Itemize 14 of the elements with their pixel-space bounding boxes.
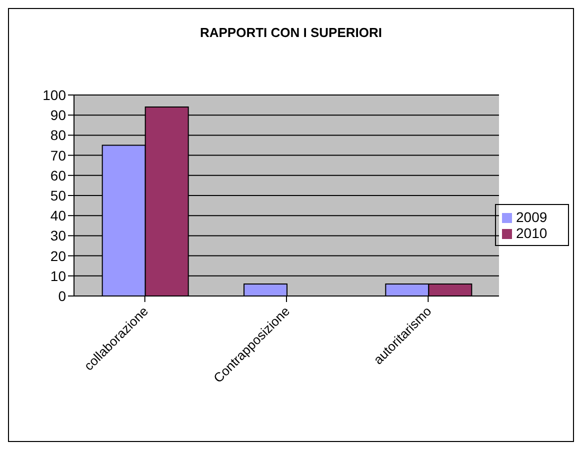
y-tick-label: 60 [50,167,66,184]
y-tick-label: 0 [58,288,66,304]
chart-title: RAPPORTI CON I SUPERIORI [198,25,384,40]
legend-label: 2009 [516,209,548,225]
y-tick-label: 40 [50,208,66,224]
legend-label: 2010 [516,225,548,241]
y-tick-label: 90 [50,107,66,124]
y-tick-label: 20 [50,248,66,264]
y-tick-label: 10 [50,268,66,284]
y-tick-label: 80 [50,127,66,144]
y-tick-label: 50 [50,187,66,204]
y-tick-label: 30 [50,228,66,244]
y-tick-label: 100 [42,86,66,103]
y-tick-label: 70 [50,147,66,164]
